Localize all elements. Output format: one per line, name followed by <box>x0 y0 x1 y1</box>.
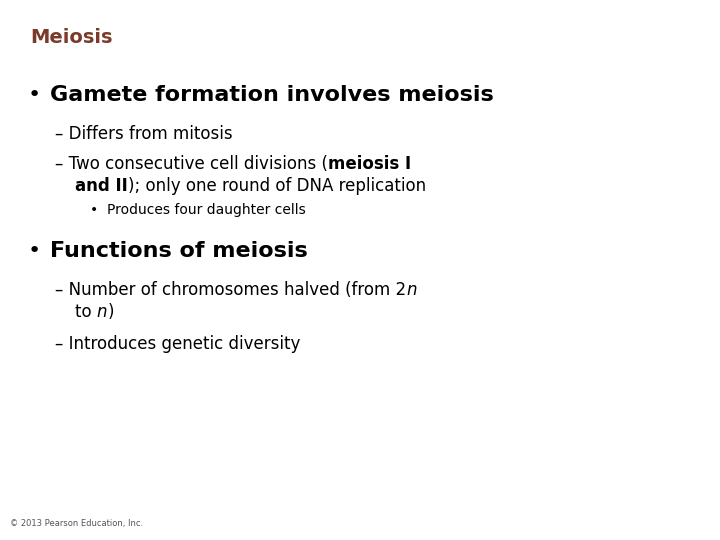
Text: •: • <box>28 241 41 261</box>
Text: ); only one round of DNA replication: ); only one round of DNA replication <box>127 177 426 195</box>
Text: Functions of meiosis: Functions of meiosis <box>50 241 307 261</box>
Text: meiosis I: meiosis I <box>328 155 411 173</box>
Text: and II: and II <box>75 177 127 195</box>
Text: n: n <box>97 303 107 321</box>
Text: n: n <box>406 281 417 299</box>
Text: – Number of chromosomes halved (from 2: – Number of chromosomes halved (from 2 <box>55 281 406 299</box>
Text: – Differs from mitosis: – Differs from mitosis <box>55 125 233 143</box>
Text: Meiosis: Meiosis <box>30 28 112 47</box>
Text: •: • <box>28 85 41 105</box>
Text: © 2013 Pearson Education, Inc.: © 2013 Pearson Education, Inc. <box>10 519 143 528</box>
Text: to: to <box>75 303 97 321</box>
Text: Gamete formation involves meiosis: Gamete formation involves meiosis <box>50 85 494 105</box>
Text: •  Produces four daughter cells: • Produces four daughter cells <box>90 203 306 217</box>
Text: ): ) <box>107 303 114 321</box>
Text: – Two consecutive cell divisions (: – Two consecutive cell divisions ( <box>55 155 328 173</box>
Text: – Introduces genetic diversity: – Introduces genetic diversity <box>55 335 300 353</box>
